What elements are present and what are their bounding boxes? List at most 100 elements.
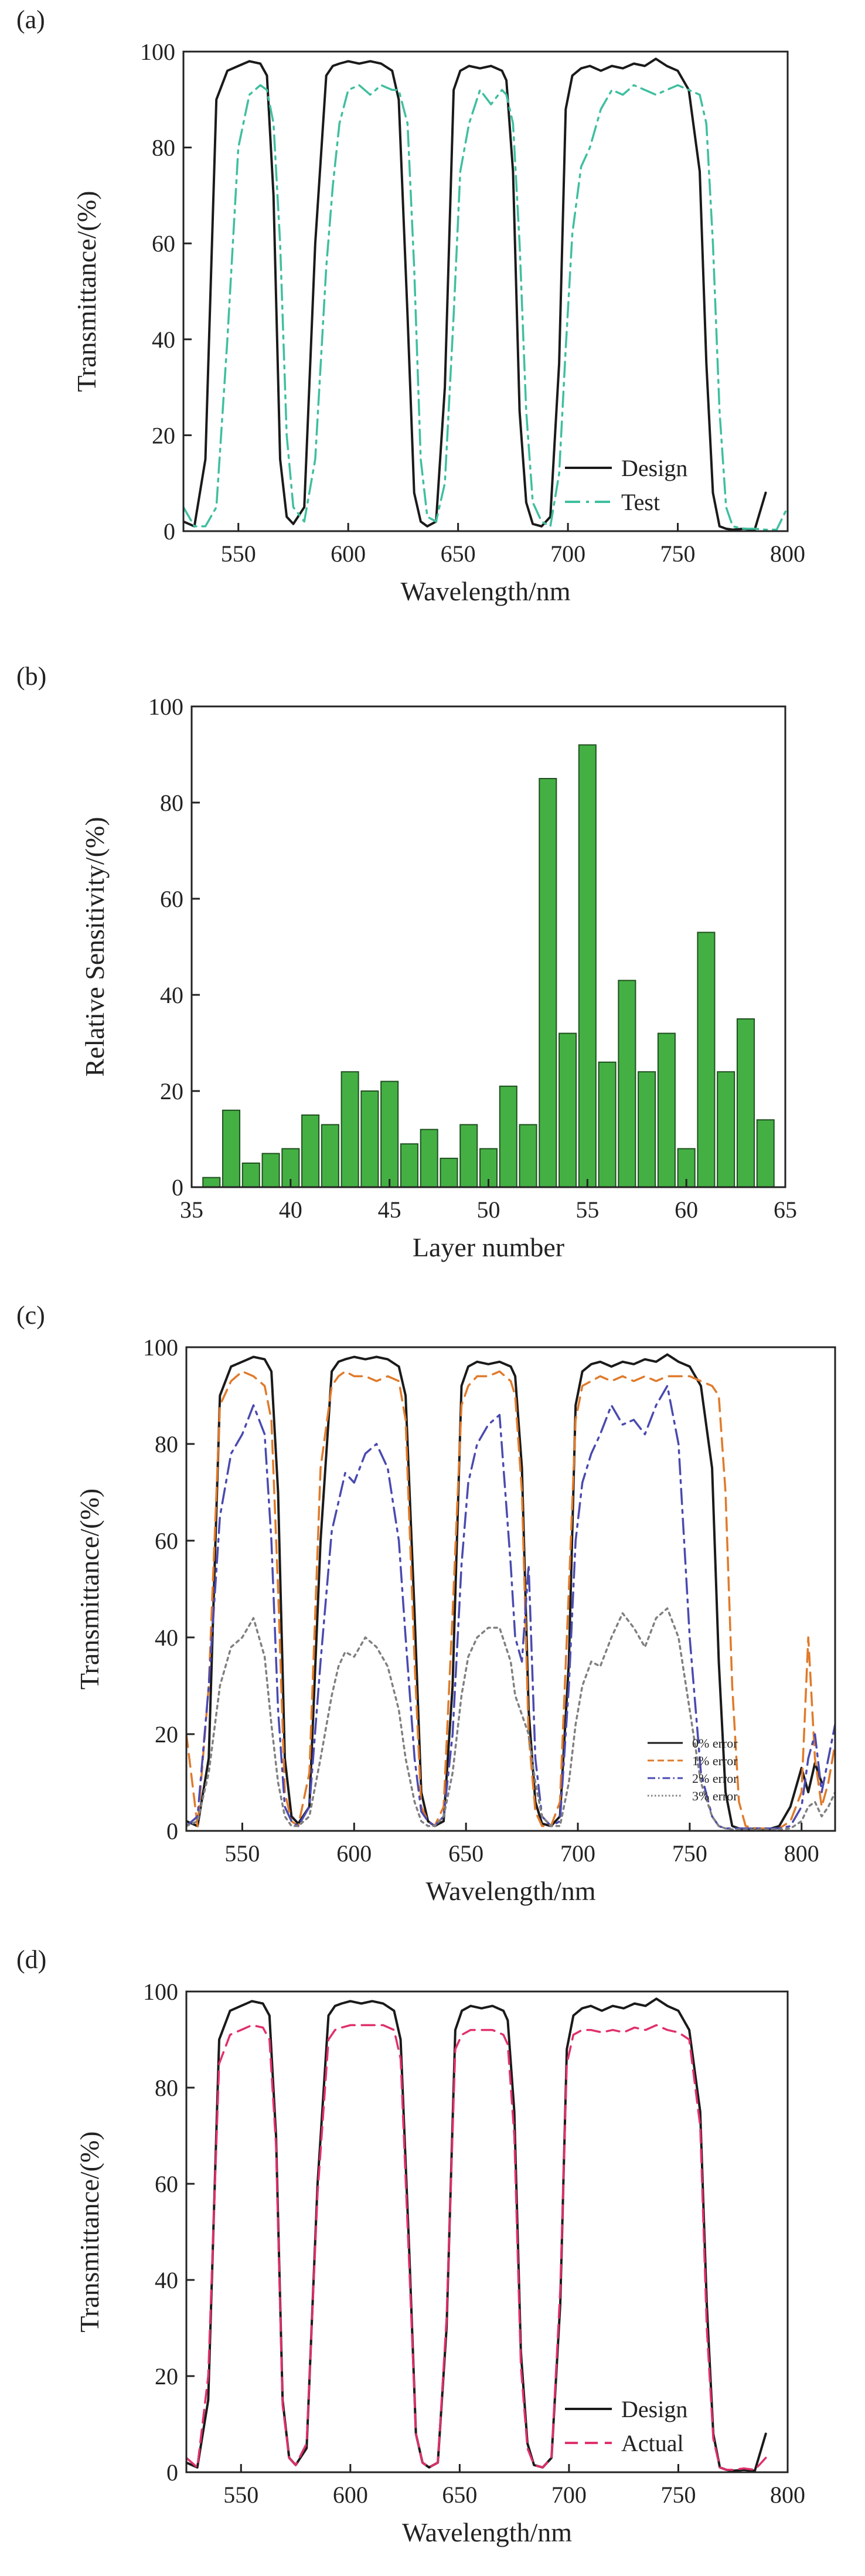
- y-tick-label: 0: [166, 1818, 178, 1844]
- bar-layer-47: [420, 1129, 438, 1187]
- y-tick-label: 0: [166, 2459, 178, 2486]
- x-tick-label: 600: [336, 1840, 372, 1867]
- x-tick-label: 65: [774, 1197, 797, 1223]
- plot-area: [183, 57, 788, 531]
- x-tick-label: 700: [551, 2482, 587, 2508]
- bar-layer-61: [697, 932, 716, 1187]
- x-axis-label: Wavelength/nm: [425, 1876, 595, 1906]
- bar-layer-43: [340, 1071, 359, 1187]
- x-tick-label: 650: [442, 2482, 477, 2508]
- legend-label: Design: [621, 455, 687, 481]
- y-tick-label: 60: [152, 230, 175, 257]
- x-axis-label: Wavelength/nm: [400, 576, 570, 606]
- y-tick-label: 80: [155, 2075, 178, 2101]
- x-tick-label: 750: [660, 2482, 696, 2508]
- legend-label: Design: [621, 2396, 687, 2422]
- y-tick-label: 100: [143, 1334, 178, 1361]
- series-line-test: [183, 84, 788, 531]
- legend-label: 3% error: [692, 1789, 738, 1803]
- y-tick-label: 40: [160, 982, 183, 1008]
- bar-layer-46: [400, 1143, 418, 1187]
- series-line-3-error: [186, 1607, 835, 1831]
- x-tick-label: 650: [448, 1840, 483, 1867]
- x-tick-label: 60: [675, 1197, 698, 1223]
- x-tick-label: 600: [333, 2482, 368, 2508]
- series-line-actual: [186, 2024, 767, 2471]
- legend-label: Actual: [621, 2430, 684, 2456]
- x-tick-label: 550: [221, 541, 256, 567]
- y-tick-label: 80: [152, 135, 175, 161]
- bar-layer-41: [301, 1114, 320, 1187]
- bar-layer-55: [578, 744, 597, 1187]
- y-axis-label: Relative Sensitivity/(%): [80, 817, 110, 1076]
- y-tick-label: 20: [152, 422, 175, 448]
- y-tick-label: 60: [155, 1528, 178, 1554]
- bar-layer-36: [202, 1177, 221, 1187]
- panel-a: (a) 550 600 650 700 750 800 0 20 40 60 80 100 Wavelen…: [16, 5, 805, 606]
- plot-frame: [182, 50, 789, 532]
- x-tick-label: 800: [770, 2482, 805, 2508]
- y-tick-label: 0: [172, 1174, 183, 1201]
- x-tick-label: 650: [441, 541, 476, 567]
- y-tick-label: 20: [155, 2363, 178, 2390]
- bar-layer-42: [321, 1124, 339, 1187]
- y-tick-label: 40: [152, 327, 175, 353]
- legend: Design Test: [565, 455, 687, 515]
- bar-layer-44: [360, 1090, 379, 1187]
- panel-label: (a): [16, 5, 45, 34]
- series-line-design: [183, 57, 767, 531]
- panel-c: (c) 550 600 650 700 750 800 0 20 40 60 80 100 Wavelen…: [16, 1301, 836, 1906]
- panel-label: (c): [16, 1301, 45, 1330]
- x-tick-label: 550: [223, 2482, 258, 2508]
- legend-label: 2% error: [692, 1771, 738, 1786]
- bar-layer-53: [539, 778, 557, 1187]
- legend: Design Actual: [565, 2396, 687, 2456]
- x-tick-label: 45: [378, 1197, 401, 1223]
- panel-d: (d) 550 600 650 700 750 800 0 20 40 60 80 100 Wavelen…: [16, 1945, 805, 2547]
- bar-layer-64: [756, 1119, 775, 1187]
- bar-layer-37: [222, 1109, 241, 1187]
- x-tick-label: 40: [279, 1197, 302, 1223]
- y-tick-label: 100: [148, 694, 183, 720]
- y-tick-label: 60: [160, 886, 183, 912]
- bar-layer-48: [440, 1157, 458, 1187]
- series-line-1-error: [186, 1370, 835, 1830]
- plot-frame: [185, 1990, 789, 2473]
- bar-layer-62: [717, 1071, 735, 1187]
- x-tick-label: 600: [331, 541, 366, 567]
- x-tick-label: 550: [224, 1840, 260, 1867]
- legend: 0% error 1% error 2% error 3% error: [648, 1736, 738, 1803]
- y-tick-label: 60: [155, 2171, 178, 2197]
- plot-area: [202, 744, 775, 1187]
- y-axis-label: Transmittance/(%): [74, 1488, 104, 1690]
- bar-layer-45: [380, 1080, 399, 1187]
- plot-frame: [185, 1346, 836, 1832]
- series-line-0-error: [186, 1353, 823, 1831]
- bar-layer-49: [459, 1124, 478, 1187]
- x-tick-label: 750: [672, 1840, 707, 1867]
- bar-layer-59: [657, 1032, 676, 1187]
- y-axis-label: Transmittance/(%): [71, 191, 101, 392]
- legend-label: Test: [621, 489, 660, 515]
- bar-layer-58: [638, 1071, 656, 1187]
- y-tick-label: 40: [155, 2267, 178, 2293]
- panel-label: (d): [16, 1945, 46, 1974]
- y-tick-label: 0: [164, 518, 175, 545]
- bar-layer-38: [241, 1163, 260, 1187]
- panel-b: (b) 35 40 45 50 55 60 65 0 20 40 60 80 100 Layer numbe…: [16, 662, 797, 1262]
- plot-area: [186, 1353, 835, 1831]
- plot-area: [186, 1997, 767, 2472]
- bar-layer-39: [261, 1153, 280, 1187]
- x-axis-label: Layer number: [413, 1232, 564, 1262]
- x-tick-label: 50: [477, 1197, 500, 1223]
- legend-label: 1% error: [692, 1753, 738, 1768]
- y-tick-label: 40: [155, 1625, 178, 1651]
- bar-layer-54: [558, 1032, 577, 1187]
- bar-layer-56: [598, 1061, 617, 1187]
- y-tick-label: 20: [160, 1078, 183, 1105]
- legend-label: 0% error: [692, 1736, 738, 1751]
- x-tick-label: 800: [770, 541, 805, 567]
- x-tick-label: 700: [550, 541, 585, 567]
- bar-layer-57: [618, 980, 636, 1187]
